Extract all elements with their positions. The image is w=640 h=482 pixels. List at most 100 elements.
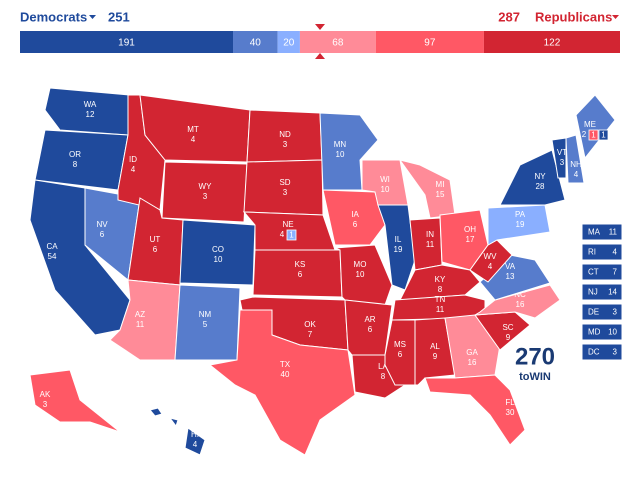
state-abbr: WA xyxy=(84,100,97,109)
state-abbr: WY xyxy=(199,182,213,191)
state[interactable] xyxy=(551,137,567,179)
state-votes: 6 xyxy=(298,270,303,279)
state-votes: 10 xyxy=(214,255,223,264)
republicans-label[interactable]: Republicans xyxy=(535,9,612,24)
state-votes: 30 xyxy=(506,408,515,417)
small-state-box[interactable] xyxy=(581,243,623,261)
state-votes: 6 xyxy=(353,220,358,229)
bar-segment-label: 40 xyxy=(250,38,262,49)
small-state-box[interactable] xyxy=(581,343,623,361)
state[interactable] xyxy=(29,369,121,433)
state-votes: 6 xyxy=(153,245,158,254)
state-abbr: NC xyxy=(514,290,526,299)
state[interactable] xyxy=(174,284,241,361)
state-votes: 10 xyxy=(336,150,345,159)
small-state-abbr: NJ xyxy=(588,288,598,297)
state-votes: 4 xyxy=(191,135,196,144)
district-box[interactable] xyxy=(588,129,599,141)
state-abbr: MI xyxy=(436,180,445,189)
state-votes: 54 xyxy=(48,252,57,261)
small-state-box[interactable] xyxy=(581,283,623,301)
state-abbr: MT xyxy=(187,125,199,134)
state-votes: 3 xyxy=(203,192,208,201)
state-votes: 9 xyxy=(433,352,438,361)
state-abbr: VT xyxy=(557,148,567,157)
district-box[interactable] xyxy=(598,129,609,141)
state-abbr: KS xyxy=(295,260,306,269)
state-votes: 2 xyxy=(582,130,587,139)
state-abbr: NM xyxy=(199,310,212,319)
small-state-abbr: RI xyxy=(588,248,596,257)
small-state-box[interactable] xyxy=(581,323,623,341)
state-votes: 10 xyxy=(381,185,390,194)
state-votes: 3 xyxy=(283,140,288,149)
republicans-total: 287 xyxy=(498,9,520,24)
state-votes: 17 xyxy=(466,235,475,244)
state-votes: 3 xyxy=(43,400,48,409)
state-abbr: ND xyxy=(279,130,291,139)
state-votes: 10 xyxy=(356,270,365,279)
state-votes: 13 xyxy=(506,272,515,281)
dropdown-icon[interactable] xyxy=(612,15,619,19)
small-state-votes: 11 xyxy=(609,228,618,237)
state-abbr: UT xyxy=(150,235,161,244)
state[interactable] xyxy=(208,309,356,456)
small-state-votes: 10 xyxy=(608,328,617,337)
state-votes: 11 xyxy=(436,305,445,314)
state-votes: 4 xyxy=(131,165,136,174)
state-abbr: AZ xyxy=(135,310,145,319)
bar-segment-label: 68 xyxy=(332,38,344,49)
small-state-box[interactable] xyxy=(581,303,623,321)
small-state-votes: 3 xyxy=(613,348,618,357)
bar-segment-label: 122 xyxy=(544,38,561,49)
state-abbr: KY xyxy=(435,275,446,284)
small-state-box[interactable] xyxy=(581,263,623,281)
state-abbr: WI xyxy=(380,175,390,184)
state[interactable] xyxy=(161,161,248,223)
state-abbr: NE xyxy=(282,220,293,229)
state-abbr: IA xyxy=(351,210,359,219)
bar-segment xyxy=(20,31,234,53)
state[interactable] xyxy=(575,94,616,160)
small-state-votes: 4 xyxy=(613,248,618,257)
small-state-abbr: CT xyxy=(588,268,599,277)
state-votes: 8 xyxy=(438,285,443,294)
state[interactable] xyxy=(565,134,585,184)
state-votes: 3 xyxy=(283,188,288,197)
district-votes: 1 xyxy=(289,231,294,240)
state-abbr: ME xyxy=(584,120,596,129)
state-abbr: GA xyxy=(466,348,478,357)
state-votes: 8 xyxy=(73,160,78,169)
state[interactable] xyxy=(139,94,251,163)
state-abbr: CO xyxy=(212,245,224,254)
state-votes: 5 xyxy=(203,320,208,329)
small-state-box[interactable] xyxy=(581,223,623,241)
dropdown-icon[interactable] xyxy=(89,15,96,19)
state-votes: 9 xyxy=(506,333,511,342)
state[interactable] xyxy=(424,374,526,446)
state-votes: 11 xyxy=(426,240,435,249)
state-votes: 15 xyxy=(436,190,445,199)
state-abbr: IL xyxy=(395,235,402,244)
state-abbr: PA xyxy=(515,210,526,219)
small-state-votes: 3 xyxy=(613,308,618,317)
small-state-abbr: MA xyxy=(588,228,601,237)
democrats-total: 251 xyxy=(108,9,130,24)
state-votes: 6 xyxy=(398,350,403,359)
state-abbr: FL xyxy=(505,398,515,407)
district-votes: 1 xyxy=(591,131,596,140)
state-abbr: OH xyxy=(464,225,476,234)
small-state-abbr: MD xyxy=(588,328,601,337)
state[interactable] xyxy=(149,407,206,456)
state-votes: 16 xyxy=(468,358,477,367)
state[interactable] xyxy=(469,239,513,283)
bar-segment-label: 191 xyxy=(118,38,135,49)
democrats-label[interactable]: Democrats xyxy=(20,9,87,24)
state-votes: 4 xyxy=(488,262,493,271)
district-box[interactable] xyxy=(286,229,297,241)
state[interactable] xyxy=(34,129,129,191)
bar-segment-label: 20 xyxy=(283,38,295,49)
state-abbr: IN xyxy=(426,230,434,239)
state[interactable] xyxy=(322,189,386,246)
